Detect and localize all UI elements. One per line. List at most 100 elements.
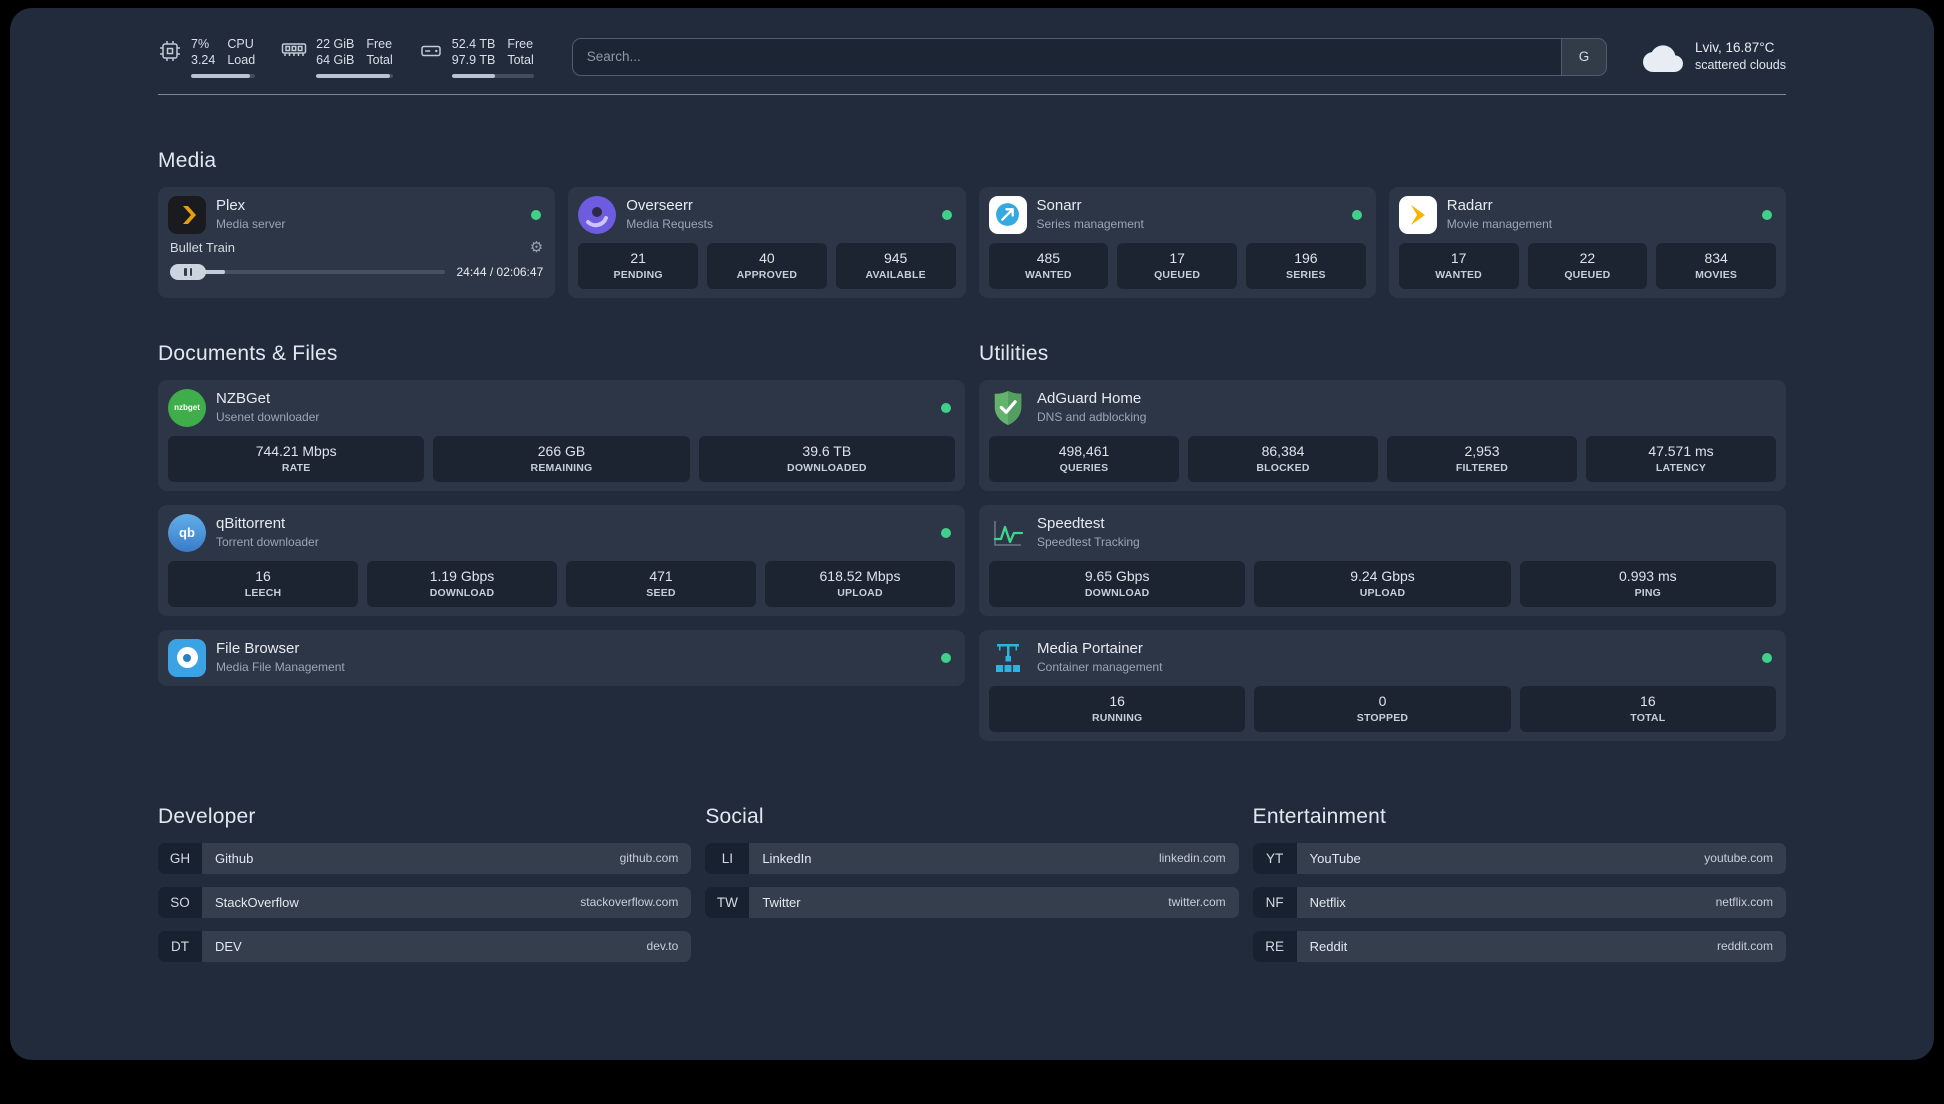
service-card-filebrowser[interactable]: File Browser Media File Management [158,629,965,686]
memory-free-value: 22 GiB [316,37,355,51]
service-name: Overseerr [626,197,693,215]
service-card-plex[interactable]: Plex Media server Bullet Train ⚙ 24:44 [158,186,556,298]
stat-filtered: 2,953 FILTERED [1387,435,1577,482]
disk-free-value: 52.4 TB [451,37,496,51]
bookmark-twitter[interactable]: TW Twitter twitter.com [705,886,1239,918]
stat-download: 9.65 Gbps DOWNLOAD [989,560,1246,607]
disk-total-value: 97.9 TB [451,53,496,68]
stat-total: 16 TOTAL [1519,685,1776,732]
portainer-icon [989,639,1027,677]
section-title-social: Social [705,804,764,828]
dashboard: 7% 3.24 CPU Load [10,8,1934,1060]
bookmark-reddit[interactable]: RE Reddit reddit.com [1252,930,1786,962]
bookmark-linkedin[interactable]: LI LinkedIn linkedin.com [705,842,1239,874]
now-playing-title: Bullet Train [170,239,236,255]
service-name: Speedtest [1037,515,1105,533]
bookmark-netflix[interactable]: NF Netflix netflix.com [1252,886,1786,918]
service-name: Plex [216,197,246,215]
bookmark-youtube[interactable]: YT YouTube youtube.com [1252,842,1786,874]
service-desc: Media File Management [216,659,345,674]
stat-blocked: 86,384 BLOCKED [1188,435,1378,482]
plex-icon [168,195,206,234]
service-card-adguard[interactable]: AdGuard Home DNS and adblocking 498,461 … [979,379,1786,491]
status-dot [1351,209,1362,220]
topbar-divider [158,93,1786,95]
stat-queued: 17 QUEUED [1117,242,1237,289]
service-desc: Media Requests [626,216,713,231]
stat-rate: 744.21 Mbps RATE [168,435,425,482]
stat-pending: 21 PENDING [578,242,698,289]
stat-upload: 9.24 Gbps UPLOAD [1254,560,1511,607]
disk-free-label: Free [507,37,534,51]
service-card-radarr[interactable]: Radarr Movie management 17 WANTED 22 QUE… [1388,186,1786,298]
section-title-documents: Documents & Files [158,341,338,365]
nzbget-icon: nzbget [168,388,206,427]
stat-series: 196 SERIES [1246,242,1366,289]
search-provider-button[interactable]: G [1560,38,1606,75]
stat-remaining: 266 GB REMAINING [433,435,690,482]
weather-location: Lviv, 16.87°C [1694,39,1775,55]
service-name: qBittorrent [216,515,286,533]
gear-icon[interactable]: ⚙ [529,238,544,256]
service-card-qbittorrent[interactable]: qb qBittorrent Torrent downloader 16 [158,504,965,616]
status-dot [531,209,542,220]
disk-usage-bar [451,73,534,78]
stat-leech: 16 LEECH [168,560,358,607]
filebrowser-icon [168,638,206,677]
stat-latency: 47.571 ms LATENCY [1586,435,1776,482]
service-name: Media Portainer [1037,640,1143,658]
memory-total-value: 64 GiB [316,53,355,68]
stat-wanted: 17 WANTED [1398,242,1519,289]
load-label: Load [227,53,256,68]
service-name: NZBGet [216,390,271,408]
group-social: Social LI LinkedIn linkedin.com TW Twitt… [705,804,1239,931]
qbittorrent-icon: qb [168,513,206,552]
section-title-utilities: Utilities [979,341,1049,365]
stat-ping: 0.993 ms PING [1519,560,1776,607]
service-desc: DNS and adblocking [1037,409,1147,424]
service-card-sonarr[interactable]: Sonarr Series management 485 WANTED 17 Q… [978,186,1376,298]
status-dot [1762,209,1772,220]
stat-approved: 40 APPROVED [707,242,827,289]
service-desc: Usenet downloader [216,409,320,424]
service-desc: Container management [1037,659,1163,674]
group-utilities: Utilities [979,342,1786,741]
resource-memory: 22 GiB 64 GiB Free Total [281,36,393,78]
service-desc: Movie management [1446,216,1553,231]
overseerr-icon [578,195,617,234]
playback-time: 24:44 / 02:06:47 [456,264,544,279]
search-input[interactable] [572,38,1561,75]
playback-progress-bar[interactable] [170,263,445,280]
cpu-usage-value: 7% [191,37,210,51]
stat-movies: 834 MOVIES [1656,242,1776,289]
status-dot [941,652,951,663]
stat-downloaded: 39.6 TB DOWNLOADED [698,435,955,482]
stat-running: 16 RUNNING [989,685,1246,732]
stat-upload: 618.52 Mbps UPLOAD [765,560,955,607]
resource-cpu: 7% 3.24 CPU Load [158,36,256,78]
stat-available: 945 AVAILABLE [835,242,956,289]
service-card-portainer[interactable]: Media Portainer Container management 16 … [979,629,1786,741]
service-card-speedtest[interactable]: Speedtest Speedtest Tracking 9.65 Gbps D… [979,504,1786,616]
status-dot [941,209,952,220]
pause-button[interactable] [170,263,206,280]
service-name: AdGuard Home [1037,390,1142,408]
bookmark-dev[interactable]: DT DEV dev.to [158,930,692,962]
bookmark-github[interactable]: GH Github github.com [158,842,692,874]
service-card-overseerr[interactable]: Overseerr Media Requests 21 PENDING 40 A… [568,186,966,298]
cpu-usage-bar [191,73,256,78]
weather-condition: scattered clouds [1694,58,1786,73]
memory-icon [281,39,307,61]
bookmark-stackoverflow[interactable]: SO StackOverflow stackoverflow.com [158,886,692,918]
speedtest-icon [989,514,1027,552]
service-desc: Media server [216,216,286,231]
service-name: Radarr [1446,197,1493,215]
service-name: Sonarr [1036,197,1082,215]
section-title-developer: Developer [158,804,256,828]
radarr-icon [1398,195,1437,234]
stat-seed: 471 SEED [566,560,756,607]
disk-total-label: Total [507,53,534,68]
service-desc: Speedtest Tracking [1037,534,1140,549]
stat-wanted: 485 WANTED [988,242,1109,289]
service-card-nzbget[interactable]: nzbget NZBGet Usenet downloader 744.21 M… [158,379,965,491]
